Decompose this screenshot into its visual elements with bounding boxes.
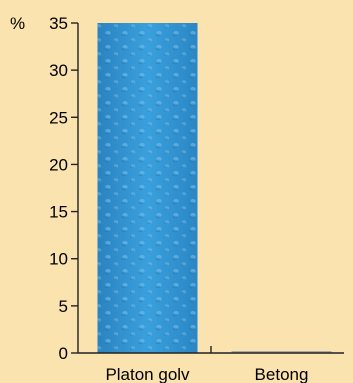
- x-axis: Platon golv Betong: [78, 346, 344, 383]
- y-tick-label: 5: [59, 297, 68, 316]
- y-axis-unit-label: %: [10, 14, 25, 33]
- x-category-label: Platon golv: [105, 365, 190, 383]
- y-tick-label: 35: [49, 14, 68, 33]
- y-tick-label: 20: [49, 155, 68, 174]
- bar-texture-overlay: [97, 23, 198, 353]
- bars: [97, 23, 332, 353]
- y-tick-label: 15: [49, 203, 68, 222]
- y-tick-label: 30: [49, 61, 68, 80]
- x-category-label: Betong: [255, 365, 309, 383]
- y-tick-label: 10: [49, 250, 68, 269]
- y-tick-label: 0: [59, 344, 68, 363]
- y-tick-label: 25: [49, 108, 68, 127]
- bar-betong: [231, 351, 332, 353]
- y-axis: 0 5 10 15 20 25 30 35%: [10, 14, 79, 363]
